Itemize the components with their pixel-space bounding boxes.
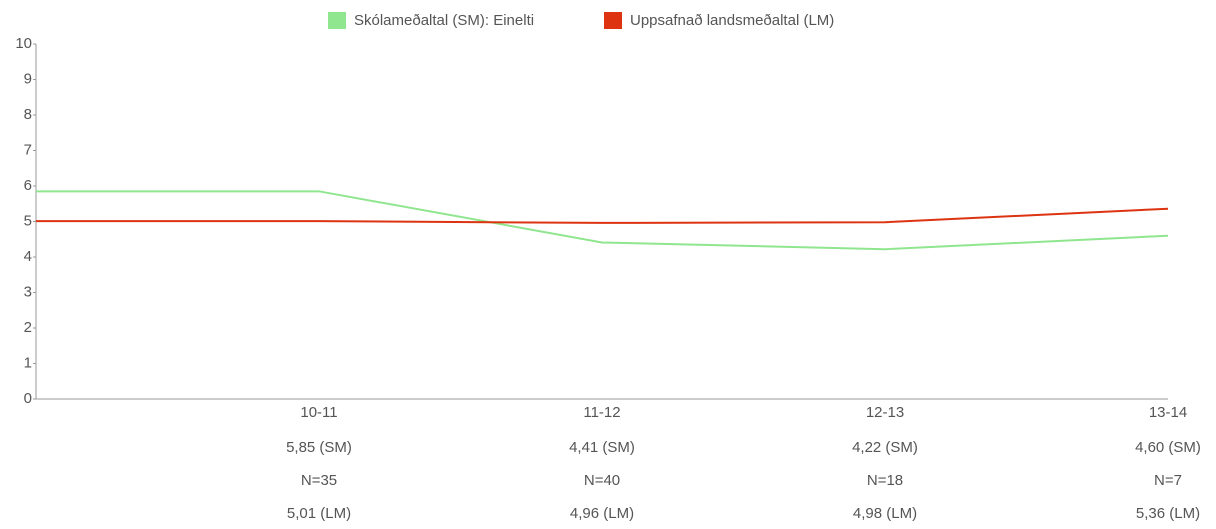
value-label: 5,85 (SM) xyxy=(286,439,352,456)
y-tick-label: 2 xyxy=(24,319,32,336)
x-tick-label: 13-14 xyxy=(1149,404,1187,421)
value-label: 4,41 (SM) xyxy=(569,439,635,456)
n-label: N=18 xyxy=(867,472,903,489)
line xyxy=(36,190,1169,251)
x-tick-label: 12-13 xyxy=(866,404,904,421)
value-label: 5,01 (LM) xyxy=(287,505,351,522)
y-tick-label: 9 xyxy=(24,70,32,87)
y-tick-label: 3 xyxy=(24,283,32,300)
y-tick-label: 5 xyxy=(24,212,32,229)
value-label: 4,60 (SM) xyxy=(1135,439,1201,456)
y-tick-label: 10 xyxy=(15,35,32,52)
line xyxy=(36,207,1169,224)
legend-label: Uppsafnað landsmeðaltal (LM) xyxy=(630,12,834,29)
y-tick-label: 6 xyxy=(24,177,32,194)
y-tick-label: 1 xyxy=(24,354,32,371)
n-label: N=40 xyxy=(584,472,620,489)
x-tick-label: 10-11 xyxy=(300,404,337,421)
legend-label: Skólameðaltal (SM): Einelti xyxy=(354,12,534,29)
value-label: 4,96 (LM) xyxy=(570,505,634,522)
value-label: 5,36 (LM) xyxy=(1136,505,1200,522)
n-label: N=35 xyxy=(301,472,337,489)
y-tick-label: 4 xyxy=(24,248,32,265)
legend-swatch xyxy=(604,12,622,29)
legend-swatch xyxy=(328,12,346,29)
y-tick-label: 7 xyxy=(24,141,32,158)
x-tick-label: 11-12 xyxy=(583,404,620,421)
y-tick-label: 0 xyxy=(24,390,32,407)
value-label: 4,98 (LM) xyxy=(853,505,917,522)
value-label: 4,22 (SM) xyxy=(852,439,918,456)
n-label: N=7 xyxy=(1154,472,1182,489)
y-tick-label: 8 xyxy=(24,106,32,123)
